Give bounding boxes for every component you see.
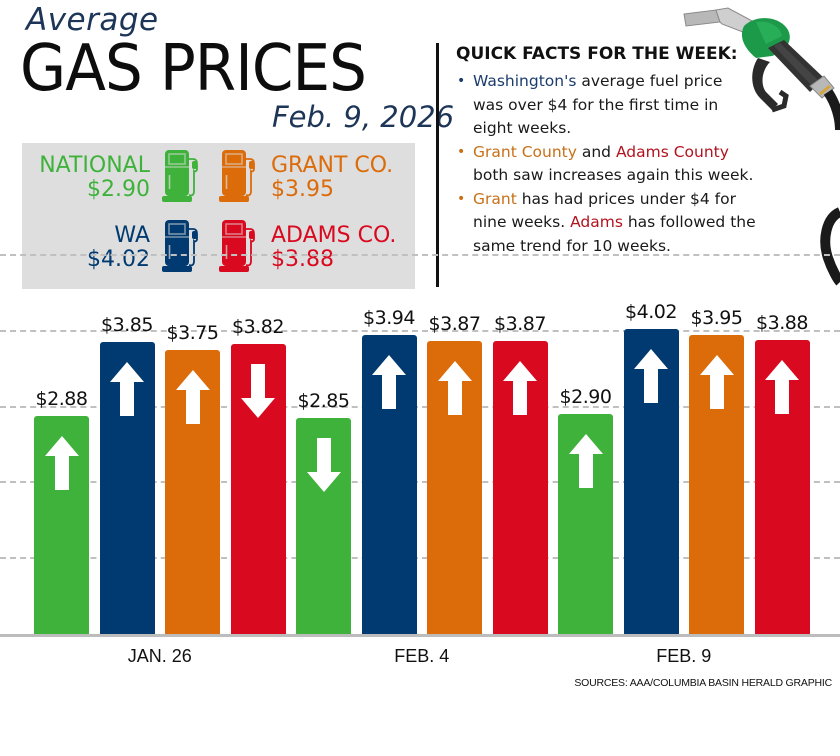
- bar-national-feb-9: [558, 414, 613, 634]
- gridline: [0, 254, 840, 256]
- bar-adams-co-feb-4: [492, 340, 548, 634]
- quick-fact-item: • Washington's average fuel price was ove…: [456, 70, 756, 141]
- bar-grant-co-jan-26: [165, 349, 220, 634]
- bar-adams-co-jan-26: [230, 344, 286, 634]
- bar-value-label: $4.02: [625, 301, 677, 324]
- legend-item-national: NATIONAL $2.90: [22, 154, 150, 202]
- legend-price: $3.88: [271, 247, 334, 272]
- arrow-up-icon: [175, 369, 210, 424]
- legend-item-wa: WA $4.02: [22, 224, 150, 272]
- legend-item-adams: ADAMS CO. $3.88: [271, 224, 411, 272]
- bar-value-label: $2.90: [559, 386, 612, 409]
- bar-national-jan-26: [34, 415, 89, 634]
- bar-value-label: $2.85: [297, 389, 350, 412]
- gridline: [0, 329, 840, 332]
- bar-value-label: $2.88: [35, 387, 88, 410]
- quick-facts-list: • Washington's average fuel price was ove…: [456, 70, 756, 258]
- gridline: [0, 557, 840, 560]
- arrow-down-icon: [306, 437, 341, 492]
- legend-price: $4.02: [87, 247, 150, 272]
- bar-chart: $2.88 $3.85 $3.75 $3.82 JAN. 26 $2.85 $3.94 $3.…: [0, 230, 840, 666]
- bar-wa-feb-9: [623, 329, 679, 634]
- legend-price: $3.95: [271, 177, 334, 202]
- bar-grant-co-feb-4: [427, 340, 482, 634]
- arrow-up-icon: [568, 434, 603, 489]
- bar-adams-co-feb-9: [754, 339, 810, 634]
- arrow-up-icon: [372, 355, 406, 410]
- arrow-up-icon: [634, 349, 668, 404]
- quick-fact-text: has followed the same trend for 10 weeks…: [473, 213, 756, 255]
- arrow-up-icon: [699, 354, 734, 409]
- quick-facts: QUICK FACTS FOR THE WEEK: • Washington's …: [456, 44, 756, 258]
- legend-name: NATIONAL: [39, 153, 150, 178]
- legend-name: ADAMS CO.: [271, 223, 397, 248]
- legend-box: NATIONAL $2.90 GRANT CO. $3.95 WA $4.02 …: [22, 143, 415, 289]
- arrow-up-icon: [765, 359, 799, 414]
- bar-value-label: $3.87: [428, 312, 481, 335]
- legend-name: GRANT CO.: [271, 153, 394, 178]
- bar-wa-jan-26: [99, 342, 155, 634]
- page-title: GAS PRICES: [20, 32, 367, 106]
- divider: [436, 43, 439, 287]
- arrow-up-icon: [44, 435, 79, 490]
- quick-fact-text: Grant: [473, 189, 517, 208]
- arrow-down-icon: [241, 364, 275, 419]
- quick-fact-text: and: [576, 142, 616, 161]
- x-axis-baseline: [0, 634, 840, 637]
- gridline: [0, 405, 840, 408]
- quick-fact-text: both saw increases again this week.: [473, 166, 754, 184]
- quick-fact-text: Adams County: [615, 142, 729, 161]
- legend-item-grant: GRANT CO. $3.95: [271, 154, 411, 202]
- gas-pump-icon: [162, 149, 200, 205]
- title-kicker: Average: [26, 2, 159, 38]
- bullet-icon: •: [457, 73, 466, 89]
- bar-value-label: $3.82: [232, 316, 284, 339]
- title-date: Feb. 9, 2026: [272, 100, 455, 134]
- quick-facts-title: QUICK FACTS FOR THE WEEK:: [456, 44, 738, 64]
- bar-national-feb-4: [296, 417, 351, 634]
- x-axis-label: JAN. 26: [127, 646, 192, 666]
- quick-fact-text: average fuel price was over $4 for the f…: [473, 72, 723, 137]
- quick-fact-text: Grant County: [473, 142, 577, 161]
- bullet-icon: •: [457, 190, 466, 207]
- bar-value-label: $3.85: [101, 314, 153, 337]
- arrow-up-icon: [437, 360, 472, 415]
- bar-value-label: $3.94: [363, 307, 415, 330]
- quick-fact-item: • Grant County and Adams County both saw …: [456, 141, 756, 188]
- x-axis-label: FEB. 4: [394, 646, 450, 666]
- x-axis-label: FEB. 9: [656, 646, 712, 666]
- quick-fact-item: • Grant has had prices under $4 for nine …: [456, 188, 756, 259]
- bar-value-label: $3.88: [756, 311, 808, 334]
- bar-grant-co-feb-9: [689, 334, 744, 634]
- arrow-up-icon: [110, 362, 144, 417]
- legend-name: WA: [114, 223, 150, 248]
- bullet-icon: •: [457, 143, 466, 160]
- gas-pump-icon: [219, 149, 257, 205]
- quick-fact-text: Adams: [570, 213, 623, 231]
- source-credit: SOURCES: AAA/COLUMBIA BASIN HERALD GRAPH…: [574, 677, 832, 689]
- arrow-up-icon: [503, 360, 537, 415]
- quick-fact-text: has had prices under $4 for nine weeks.: [473, 189, 736, 232]
- quick-fact-text: Washington's: [473, 72, 577, 90]
- bar-value-label: $3.87: [494, 312, 546, 335]
- bar-value-label: $3.95: [690, 306, 743, 329]
- bar-value-label: $3.75: [166, 321, 219, 344]
- legend-price: $2.90: [87, 177, 150, 202]
- bar-wa-feb-4: [361, 335, 417, 634]
- gridline: [0, 481, 840, 484]
